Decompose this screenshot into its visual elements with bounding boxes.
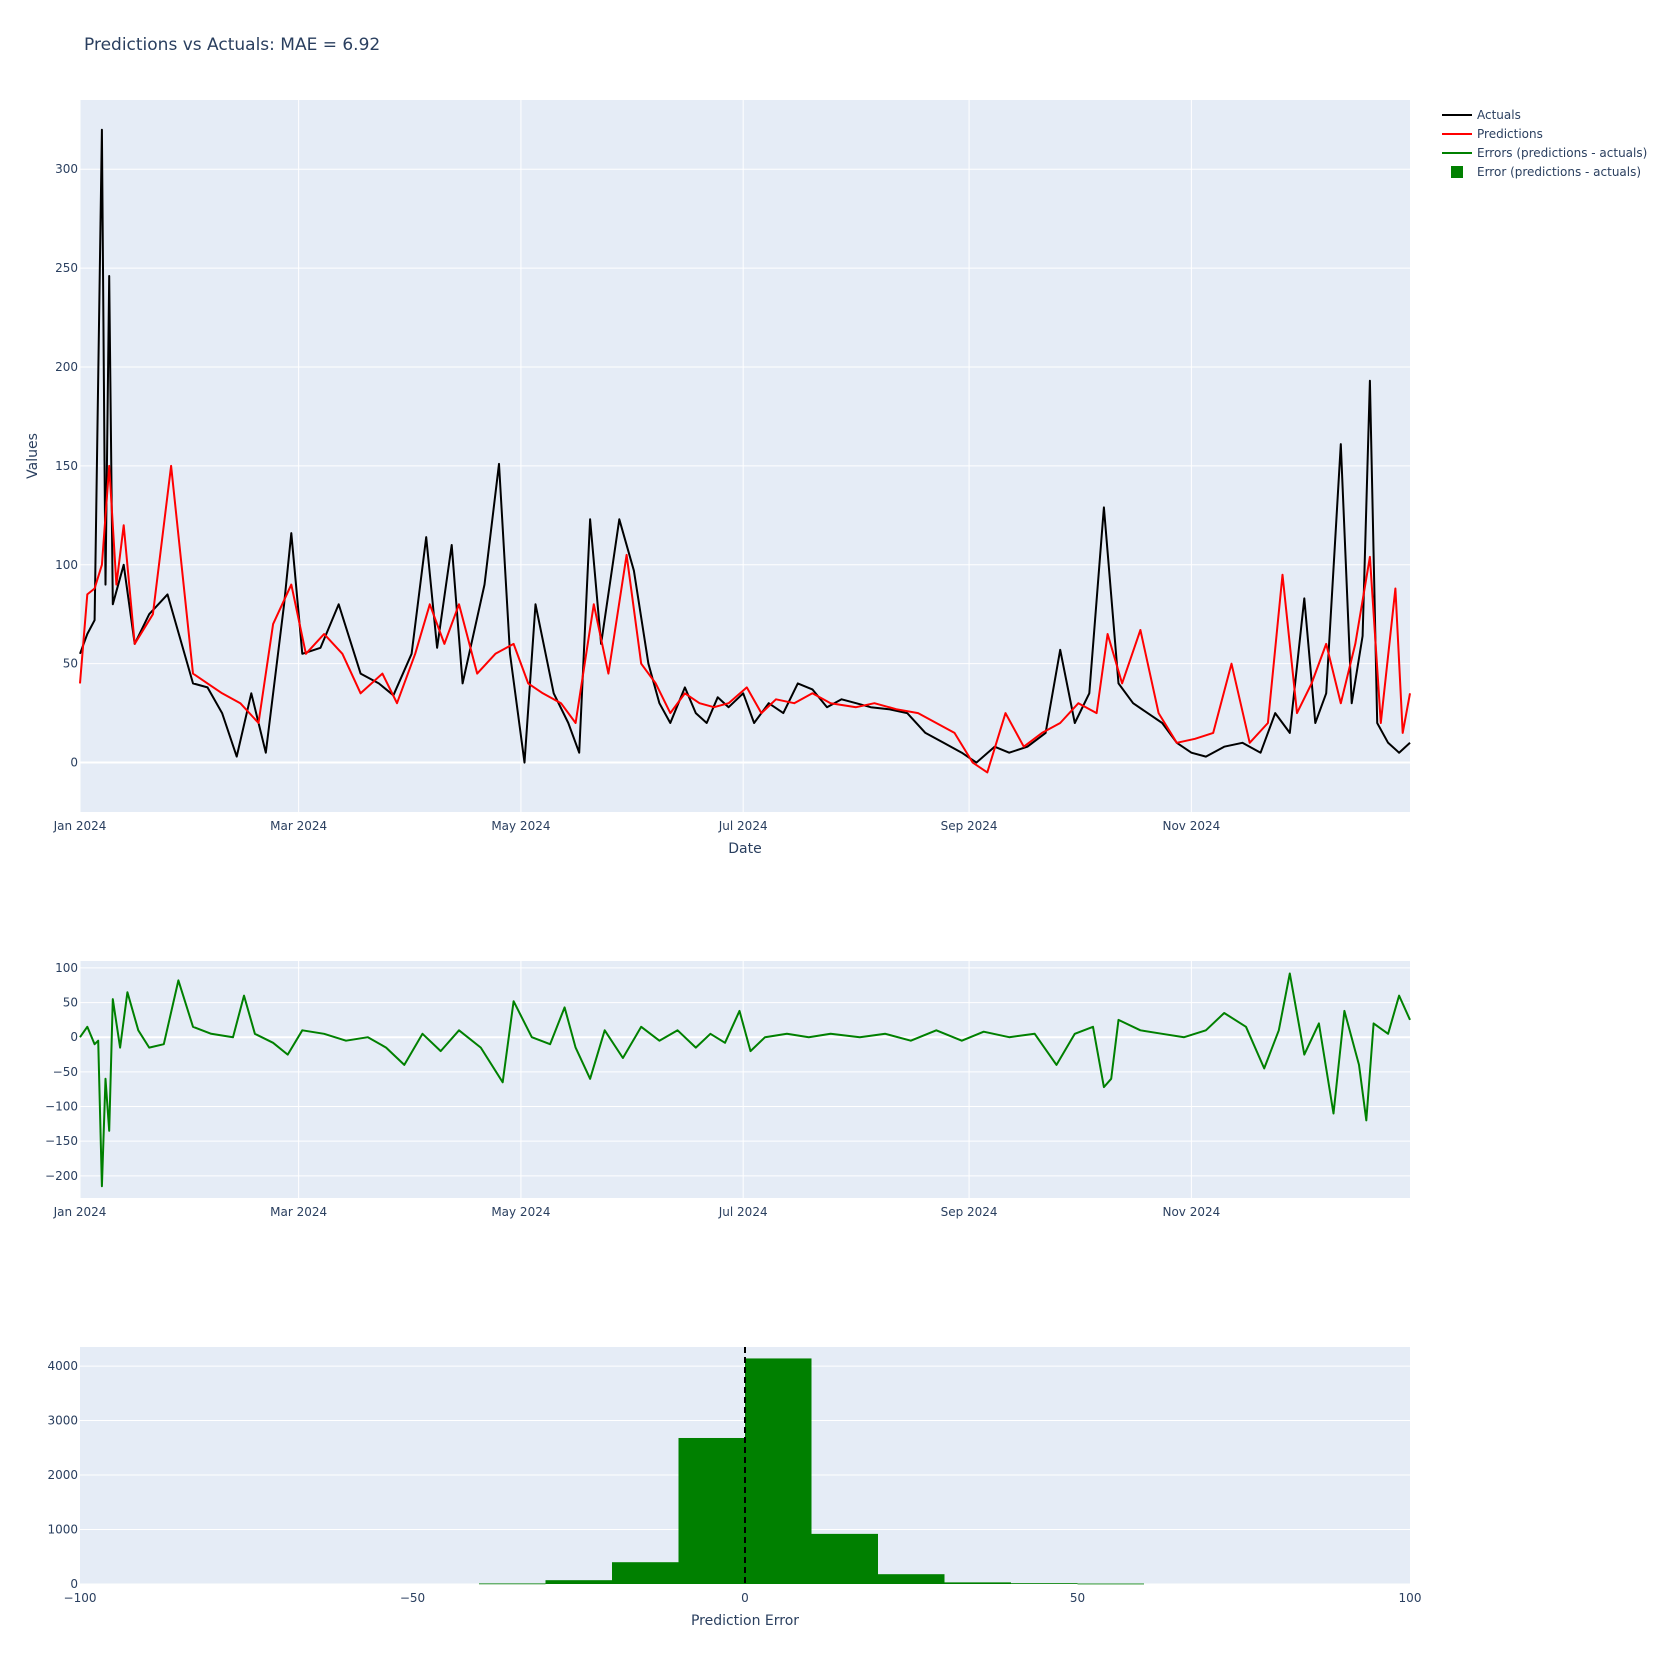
legend-item-errors-line[interactable]: Errors (predictions - actuals) xyxy=(1442,146,1647,160)
legend-label: Errors (predictions - actuals) xyxy=(1477,146,1647,160)
legend-label: Error (predictions - actuals) xyxy=(1477,165,1641,179)
y-tick-label: 2000 xyxy=(47,1468,78,1482)
x-tick-label: Sep 2024 xyxy=(941,819,998,833)
series-lines-values xyxy=(79,128,1411,774)
histogram-bar xyxy=(944,1582,1011,1584)
x-tick-label: Jan 2024 xyxy=(53,1205,107,1219)
legend-square-icon xyxy=(1451,166,1463,178)
x-tick-label: 0 xyxy=(741,1591,749,1605)
series-line-actuals xyxy=(79,128,1411,764)
y-tick-label: 200 xyxy=(55,360,78,374)
y-tick-label: 100 xyxy=(55,961,78,975)
histogram-bar xyxy=(678,1437,745,1584)
chart-title: Predictions vs Actuals: MAE = 6.92 xyxy=(84,35,380,55)
y-tick-label: −200 xyxy=(45,1169,78,1183)
x-tick-label: 50 xyxy=(1070,1591,1085,1605)
ticks-values: Jan 2024 Mar 2024 May 2024 Jul 2024 Sep 2024… xyxy=(53,162,1221,833)
x-tick-label: Jul 2024 xyxy=(718,819,768,833)
legend-label: Predictions xyxy=(1477,127,1543,141)
series-line-predictions xyxy=(79,464,1411,774)
histogram-bar xyxy=(1077,1583,1144,1585)
x-tick-label: May 2024 xyxy=(491,1205,550,1219)
grid-values xyxy=(79,100,1410,812)
x-tick-label: May 2024 xyxy=(491,819,550,833)
y-tick-label: 100 xyxy=(55,558,78,572)
histogram-bar xyxy=(811,1533,878,1584)
panel-errors-over-time: Jan 2024 Mar 2024 May 2024 Jul 2024 Sep 2024… xyxy=(45,961,1411,1219)
y-tick-label: 50 xyxy=(63,996,78,1010)
y-axis-title-values: Values xyxy=(25,433,41,479)
x-tick-label: −50 xyxy=(400,1591,425,1605)
y-tick-label: 0 xyxy=(70,756,78,770)
plot-area-errors xyxy=(80,961,1410,1198)
x-tick-label: Nov 2024 xyxy=(1162,819,1220,833)
histogram-bars xyxy=(479,1358,1144,1585)
histogram-bar xyxy=(878,1574,945,1584)
y-tick-label: 150 xyxy=(55,459,78,473)
x-tick-label: −100 xyxy=(64,1591,97,1605)
x-tick-label: Mar 2024 xyxy=(270,1205,327,1219)
panel-error-histogram: 0 1000 2000 3000 4000 −100 −50 0 50 100 Predictio… xyxy=(47,1347,1421,1629)
x-tick-label: Jul 2024 xyxy=(718,1205,768,1219)
legend-item-error-histogram[interactable]: Error (predictions - actuals) xyxy=(1451,165,1641,179)
x-tick-label: Jan 2024 xyxy=(53,819,107,833)
plot-area-values xyxy=(80,100,1410,812)
panel-values-over-time: Jan 2024 Mar 2024 May 2024 Jul 2024 Sep 2024… xyxy=(25,100,1411,857)
y-tick-label: −50 xyxy=(53,1065,78,1079)
grid-errors xyxy=(79,961,1410,1198)
legend-label: Actuals xyxy=(1477,108,1521,122)
y-tick-label: 3000 xyxy=(47,1414,78,1428)
legend-item-predictions[interactable]: Predictions xyxy=(1442,127,1543,141)
y-tick-label: 4000 xyxy=(47,1359,78,1373)
x-axis-title-date: Date xyxy=(728,841,761,857)
y-tick-label: 250 xyxy=(55,261,78,275)
x-tick-label: 100 xyxy=(1399,1591,1422,1605)
y-tick-label: 0 xyxy=(70,1577,78,1591)
series-lines-errors xyxy=(79,972,1411,1188)
y-tick-label: 300 xyxy=(55,162,78,176)
series-line-errors-predictions-actuals xyxy=(79,972,1411,1188)
ticks-errors: Jan 2024 Mar 2024 May 2024 Jul 2024 Sep 2024… xyxy=(45,961,1220,1219)
y-tick-label: −150 xyxy=(45,1134,78,1148)
histogram-bar xyxy=(612,1562,679,1584)
histogram-bar xyxy=(545,1580,612,1584)
x-tick-label: Mar 2024 xyxy=(270,819,327,833)
y-tick-label: 0 xyxy=(70,1030,78,1044)
histogram-bar xyxy=(479,1583,546,1585)
legend[interactable]: Actuals Predictions Errors (predictions … xyxy=(1442,108,1647,179)
histogram-bar xyxy=(745,1358,812,1584)
histogram-bar xyxy=(1011,1583,1078,1584)
y-tick-label: −100 xyxy=(45,1100,78,1114)
x-axis-title-prediction-error: Prediction Error xyxy=(691,1613,799,1629)
x-tick-label: Nov 2024 xyxy=(1162,1205,1220,1219)
y-tick-label: 1000 xyxy=(47,1523,78,1537)
y-tick-label: 50 xyxy=(63,657,78,671)
x-tick-label: Sep 2024 xyxy=(941,1205,998,1219)
ticks-histogram: 0 1000 2000 3000 4000 −100 −50 0 50 100 xyxy=(47,1359,1421,1605)
legend-item-actuals[interactable]: Actuals xyxy=(1442,108,1521,122)
